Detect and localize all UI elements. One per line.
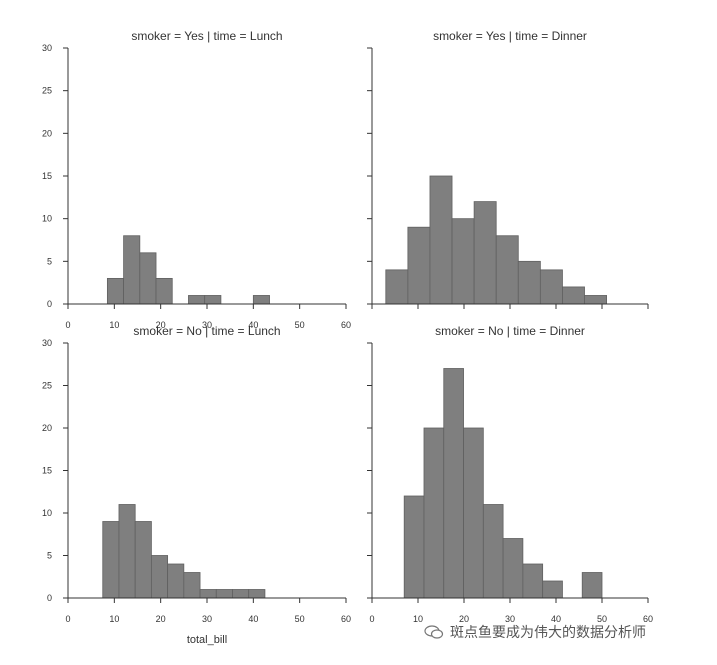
panel-3-x-tick-label-4: 40 bbox=[248, 614, 258, 624]
panel-1-x-tick-label-3: 30 bbox=[202, 320, 212, 330]
panel-3-y-tick-label-0: 0 bbox=[47, 593, 52, 603]
panel-4-bar-7 bbox=[522, 563, 544, 599]
panel-2-bar-6 bbox=[495, 235, 519, 305]
panel-4-x-tick-label-4: 40 bbox=[551, 614, 561, 624]
panel-2-bar-2 bbox=[407, 226, 431, 305]
panel-4-bar-1 bbox=[403, 495, 425, 599]
panel-3-y-tick-label-3: 15 bbox=[42, 466, 52, 476]
panel-1-x-tick-label-0: 0 bbox=[65, 320, 70, 330]
panel-3-x-tick-label-3: 30 bbox=[202, 614, 212, 624]
panel-1-bar-3 bbox=[139, 252, 157, 305]
panel-1-x-tick-label-6: 60 bbox=[341, 320, 351, 330]
panel-3-bar-2 bbox=[118, 504, 136, 599]
panel-2-bar-3 bbox=[429, 175, 453, 305]
panel-3-x-tick-label-6: 60 bbox=[341, 614, 351, 624]
panel-1-bar-10 bbox=[252, 295, 270, 305]
panel-1-y-tick-label-3: 15 bbox=[42, 171, 52, 181]
panel-2-bar-10 bbox=[584, 295, 608, 305]
panel-1-bar-1 bbox=[106, 277, 124, 305]
panel-1-x-tick-label-4: 40 bbox=[248, 320, 258, 330]
panel-3-bar-6 bbox=[183, 572, 201, 599]
panel-4-x-tick-label-5: 50 bbox=[597, 614, 607, 624]
panel-3-bar-4 bbox=[150, 555, 169, 599]
panel-3-bar-8 bbox=[215, 589, 233, 599]
panel-4-x-tick-label-3: 30 bbox=[505, 614, 515, 624]
panel-1-y-tick-label-4: 20 bbox=[42, 128, 52, 138]
panel-1-y-tick-label-5: 25 bbox=[42, 86, 52, 96]
panel-4-bar-3 bbox=[443, 368, 464, 599]
panel-3-bar-9 bbox=[232, 589, 250, 599]
panel-3-x-tick-label-0: 0 bbox=[65, 614, 70, 624]
panel-3-bar-10 bbox=[248, 589, 266, 599]
panel-4-x-tick-label-0: 0 bbox=[369, 614, 374, 624]
panel-4-x-tick-label-2: 20 bbox=[459, 614, 469, 624]
panel-3-title: smoker = No | time = Lunch bbox=[133, 324, 280, 338]
panel-3-y-tick-label-4: 20 bbox=[42, 423, 52, 433]
watermark: 斑点鱼要成为伟大的数据分析师 bbox=[424, 622, 646, 642]
panel-1-title: smoker = Yes | time = Lunch bbox=[131, 29, 282, 43]
panel-3-bar-1 bbox=[102, 521, 120, 599]
panel-1-y-tick-label-6: 30 bbox=[42, 43, 52, 53]
panel-2-bar-4 bbox=[451, 218, 475, 305]
panel-3-x-label: total_bill bbox=[187, 634, 227, 646]
panel-4-bar-5 bbox=[482, 504, 504, 599]
panel-1-x-tick-label-2: 20 bbox=[156, 320, 166, 330]
panel-3-x-tick-label-2: 20 bbox=[156, 614, 166, 624]
panel-2-bar-8 bbox=[539, 269, 563, 305]
panel-4-x-tick-label-6: 60 bbox=[643, 614, 653, 624]
panel-3-x-tick-label-1: 10 bbox=[109, 614, 119, 624]
watermark-text: 斑点鱼要成为伟大的数据分析师 bbox=[450, 625, 646, 641]
panel-4-bar-8 bbox=[542, 580, 563, 599]
panel-1-bar-6 bbox=[188, 295, 206, 305]
wechat-icon bbox=[424, 625, 444, 639]
panel-3-y-tick-label-5: 25 bbox=[42, 381, 52, 391]
panel-2-bar-5 bbox=[473, 201, 497, 305]
panel-2-bar-7 bbox=[517, 260, 541, 305]
panel-1-y-tick-label-2: 10 bbox=[42, 214, 52, 224]
panel-4-bar-2 bbox=[423, 427, 445, 599]
panel-2-bar-1 bbox=[385, 269, 409, 305]
panel-4-bar-10 bbox=[581, 572, 603, 599]
panel-3-bar-3 bbox=[134, 521, 152, 599]
panel-2-bar-9 bbox=[562, 286, 585, 305]
panel-1-bar-7 bbox=[204, 295, 222, 305]
panel-3-bar-7 bbox=[199, 589, 217, 599]
panel-1-y-tick-label-0: 0 bbox=[47, 299, 52, 309]
panel-4-bar-4 bbox=[463, 427, 484, 599]
panel-3-x-tick-label-5: 50 bbox=[295, 614, 305, 624]
panel-4-title: smoker = No | time = Dinner bbox=[435, 324, 585, 338]
panel-3-y-tick-label-1: 5 bbox=[47, 551, 52, 561]
panel-4-bar-6 bbox=[502, 538, 524, 599]
panel-1-y-tick-label-1: 5 bbox=[47, 256, 52, 266]
panel-1-bar-2 bbox=[123, 235, 141, 305]
panel-3-y-tick-label-2: 10 bbox=[42, 508, 52, 518]
panel-2-title: smoker = Yes | time = Dinner bbox=[433, 29, 587, 43]
panel-3-y-tick-label-6: 30 bbox=[42, 338, 52, 348]
panel-4-x-tick-label-1: 10 bbox=[413, 614, 423, 624]
panel-3-bar-5 bbox=[167, 563, 185, 599]
panel-1-x-tick-label-5: 50 bbox=[295, 320, 305, 330]
panel-1-bar-4 bbox=[155, 277, 173, 305]
panel-1-x-tick-label-1: 10 bbox=[109, 320, 119, 330]
